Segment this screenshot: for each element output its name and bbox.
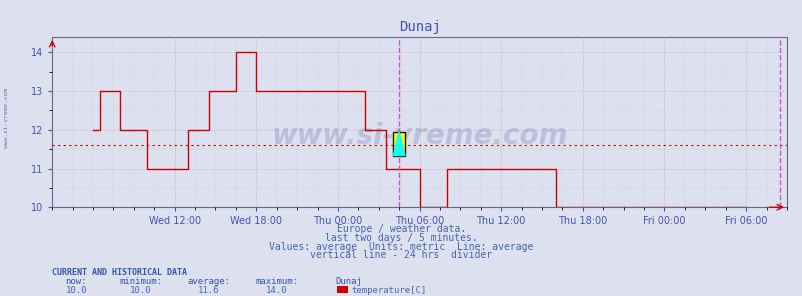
Text: vertical line - 24 hrs  divider: vertical line - 24 hrs divider: [310, 250, 492, 260]
Text: 10.0: 10.0: [66, 286, 87, 295]
Text: 11.6: 11.6: [198, 286, 219, 295]
FancyBboxPatch shape: [393, 132, 404, 155]
Text: Europe / weather data.: Europe / weather data.: [337, 224, 465, 234]
Text: maximum:: maximum:: [255, 277, 298, 286]
Text: www.si-vreme.com: www.si-vreme.com: [271, 122, 567, 150]
Polygon shape: [393, 132, 404, 155]
Text: minimum:: minimum:: [119, 277, 162, 286]
Text: 10.0: 10.0: [130, 286, 151, 295]
Text: last two days / 5 minutes.: last two days / 5 minutes.: [325, 233, 477, 243]
Text: CURRENT AND HISTORICAL DATA: CURRENT AND HISTORICAL DATA: [52, 268, 187, 277]
Text: Dunaj: Dunaj: [335, 277, 363, 286]
Title: Dunaj: Dunaj: [398, 20, 440, 34]
Text: temperature[C]: temperature[C]: [351, 286, 427, 295]
Text: www.si-vreme.com: www.si-vreme.com: [4, 89, 9, 148]
Text: 14.0: 14.0: [266, 286, 287, 295]
Text: Values: average  Units: metric  Line: average: Values: average Units: metric Line: aver…: [269, 242, 533, 252]
Text: now:: now:: [66, 277, 87, 286]
Text: average:: average:: [187, 277, 230, 286]
